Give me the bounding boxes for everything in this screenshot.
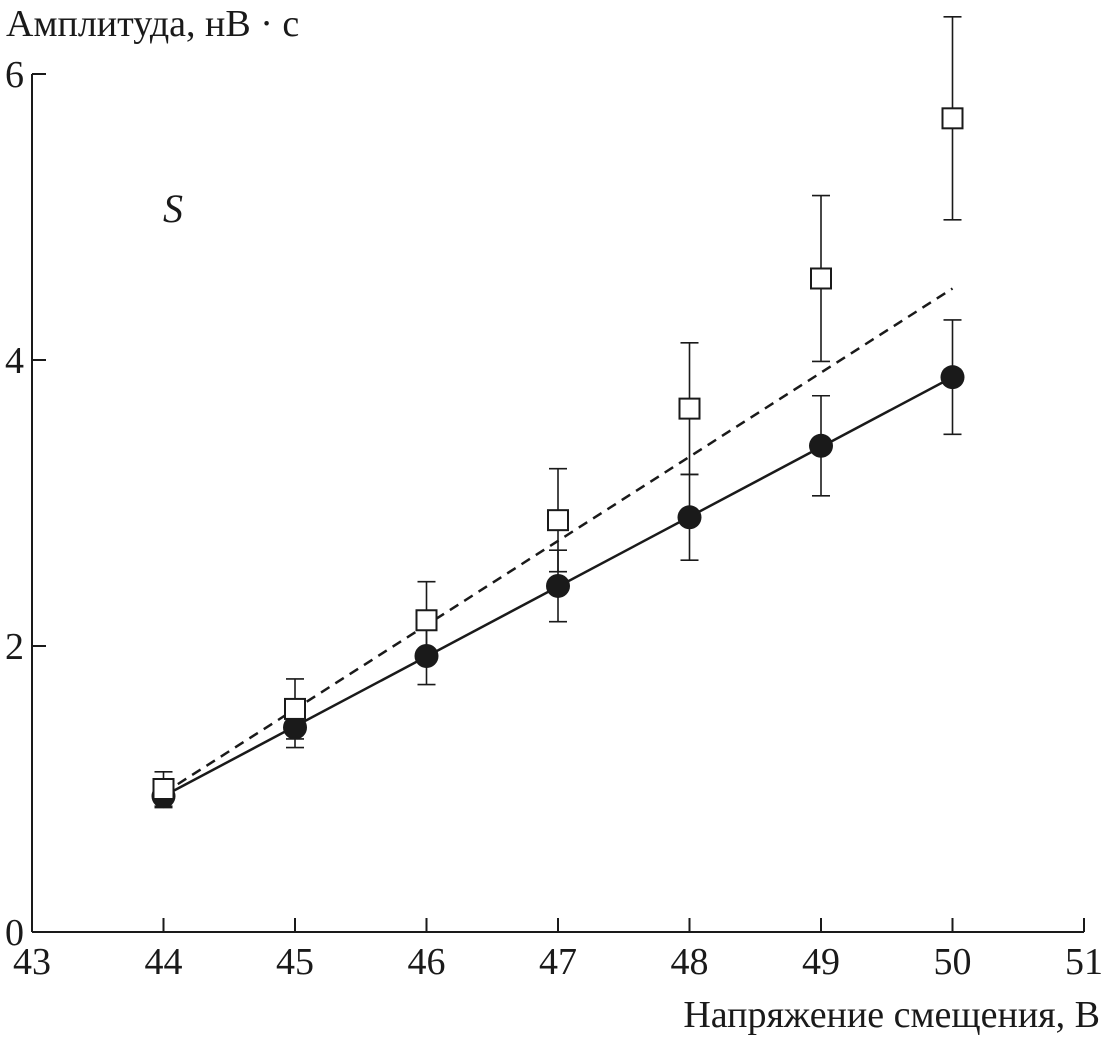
y-tick-label: 0	[5, 912, 24, 954]
x-tick-label: 49	[802, 941, 840, 983]
x-tick-label: 46	[408, 941, 446, 983]
x-axis-title: Напряжение смещения, В	[683, 994, 1100, 1036]
open-square-point	[284, 697, 306, 720]
labels: Амплитуда, нВ · с Напряжение смещения, В…	[6, 3, 1100, 1036]
open-square-point	[941, 107, 964, 130]
x-tick-label: 51	[1065, 941, 1103, 983]
filled-circle-point	[677, 505, 702, 530]
open-square-point	[810, 267, 832, 290]
y-axis-title: Амплитуда, нВ · с	[6, 3, 299, 45]
open-square-point	[678, 397, 701, 420]
filled-circle-point	[283, 715, 307, 740]
data-markers	[151, 107, 965, 809]
filled-circle-point	[546, 573, 570, 598]
x-tick-label: 50	[934, 941, 972, 983]
open-square-point	[547, 509, 569, 532]
panel-annotation: S	[163, 186, 183, 231]
x-tick-label: 47	[539, 941, 577, 983]
filled-circle-point	[809, 433, 833, 458]
open-square-point	[152, 778, 175, 800]
x-tick-label: 48	[671, 941, 709, 983]
filled-circle-point	[414, 644, 439, 669]
y-tick-label: 6	[5, 54, 24, 96]
x-tick-label: 45	[276, 941, 314, 983]
open-square-point	[415, 609, 438, 632]
x-tick-label: 44	[145, 941, 183, 983]
x-tick-label: 43	[13, 941, 51, 983]
y-tick-label: 4	[5, 340, 24, 382]
y-tick-label: 2	[5, 626, 24, 668]
filled-circle-point	[940, 365, 965, 390]
error-bars	[154, 15, 962, 809]
